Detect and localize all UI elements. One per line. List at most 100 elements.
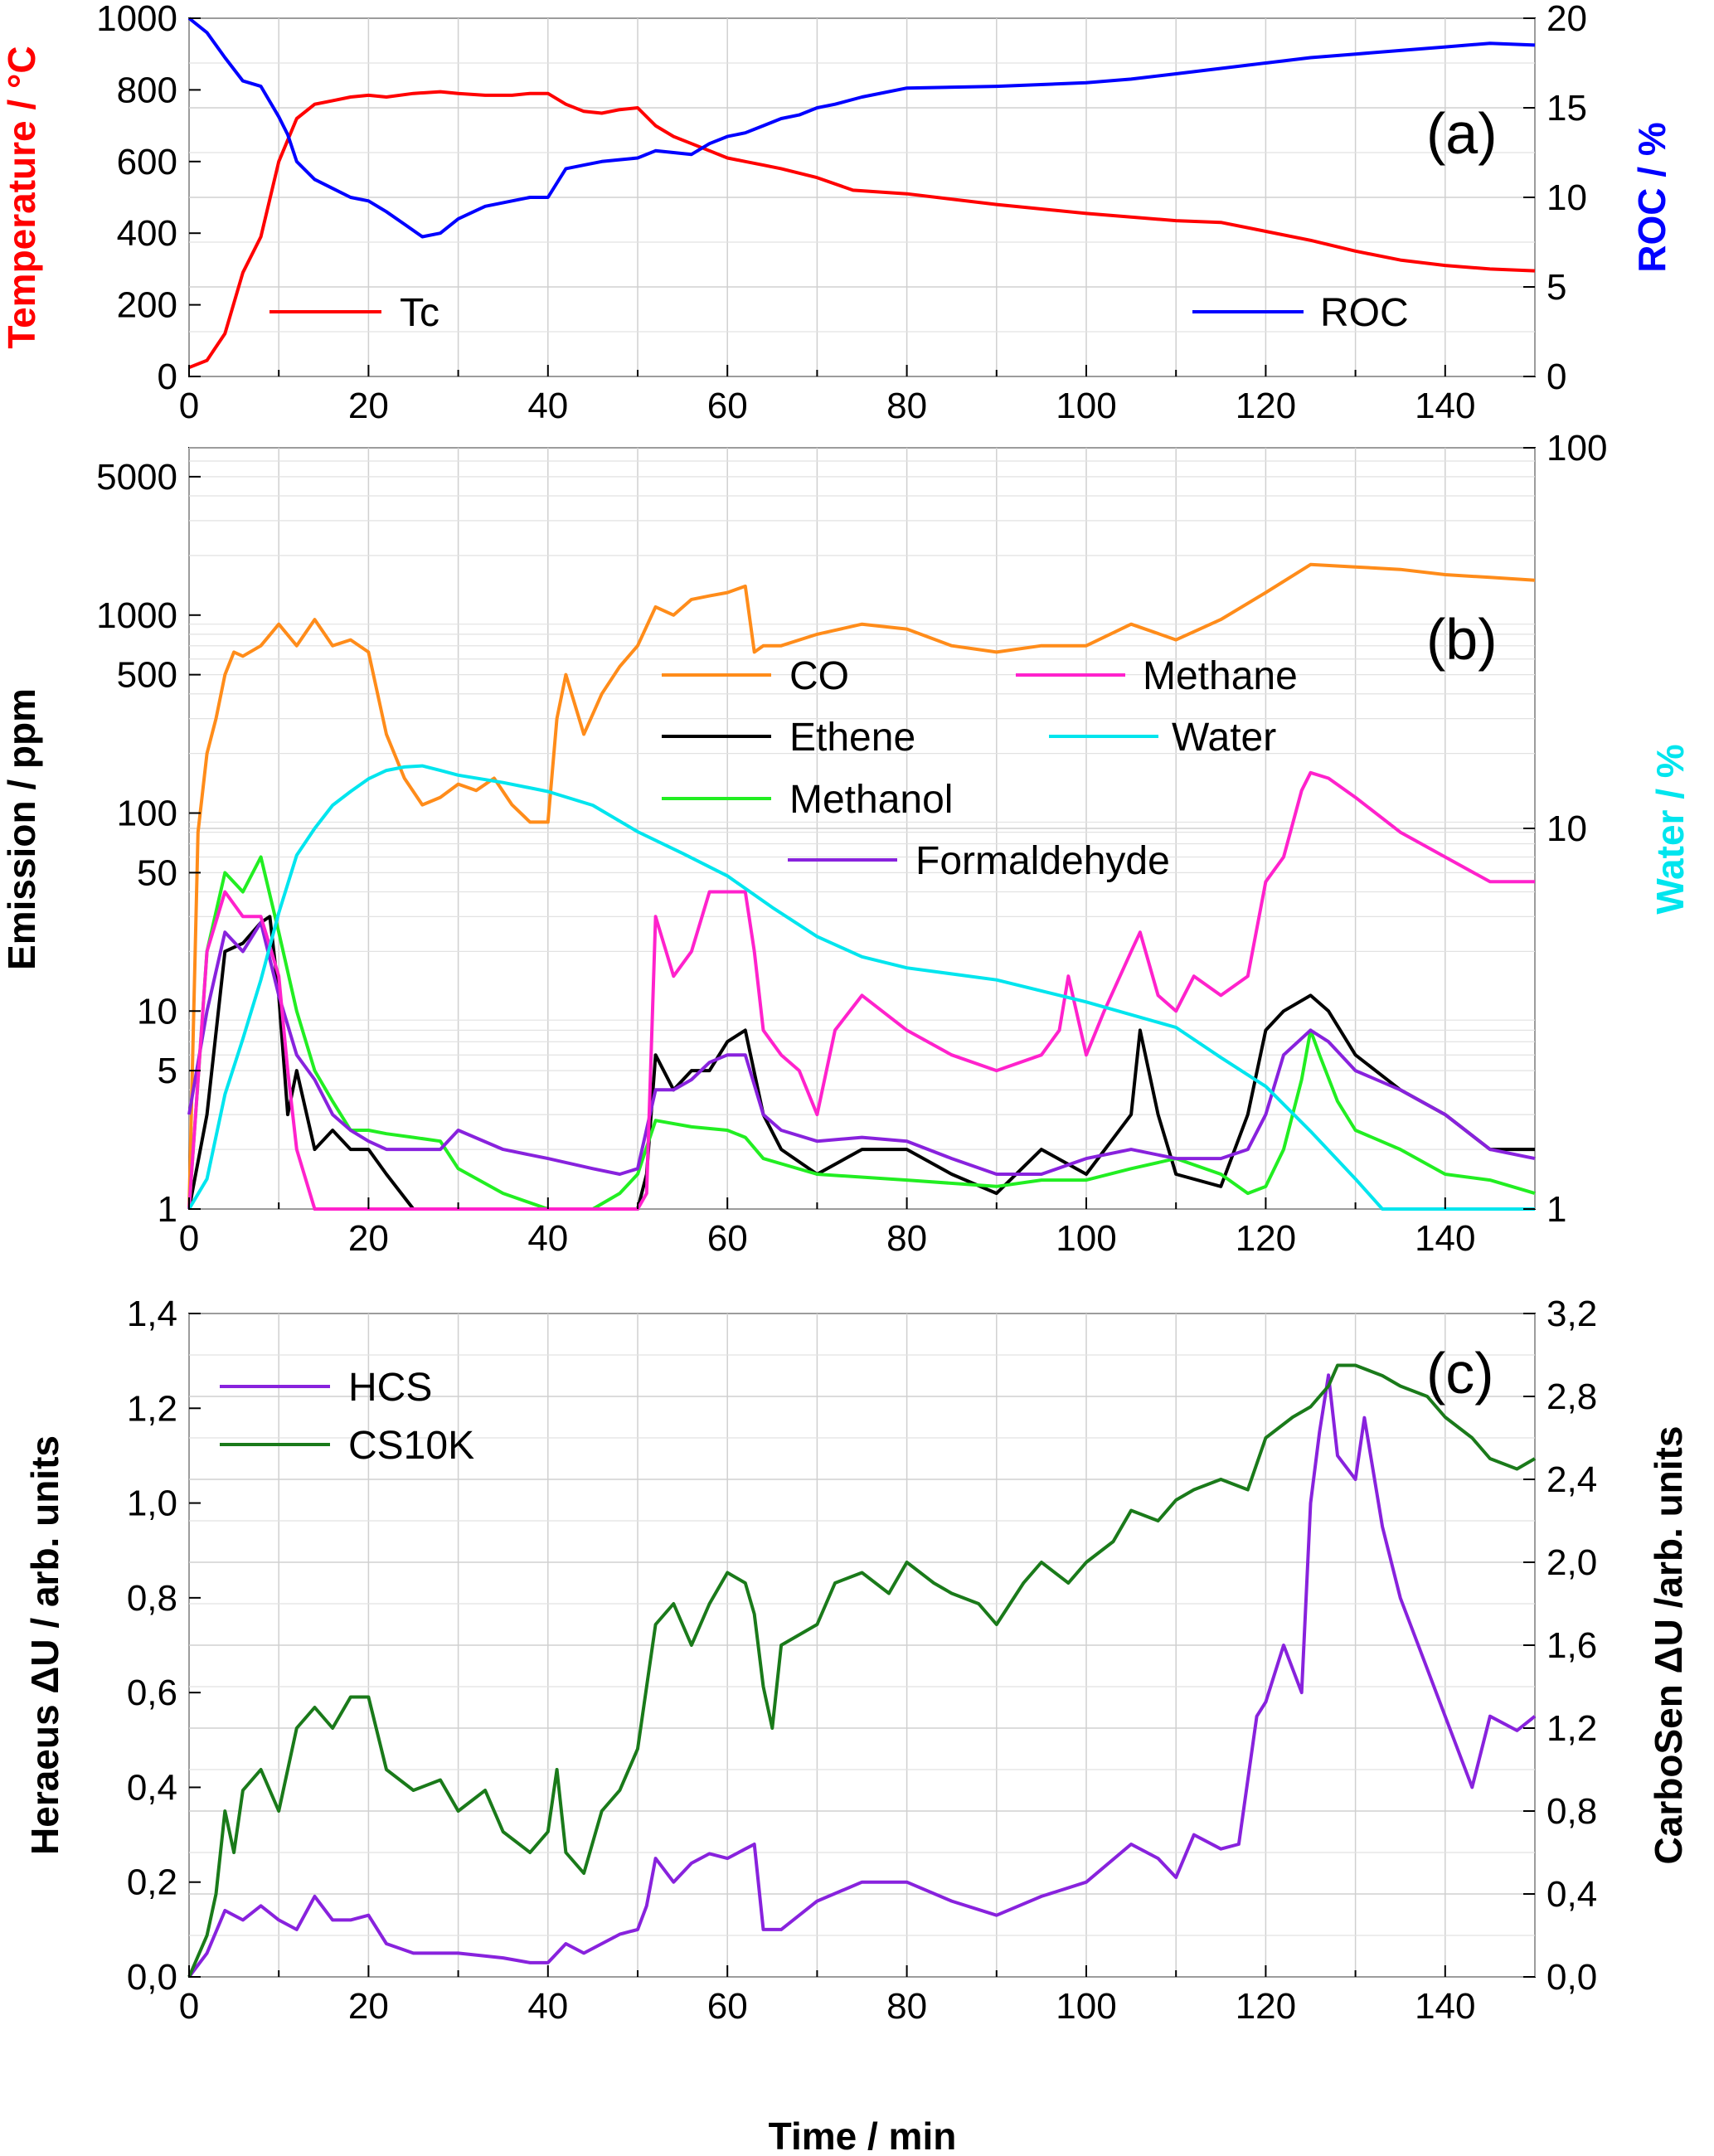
- y2-tick-label: 100: [1546, 428, 1607, 469]
- series-cs10k-line: [187, 1363, 1537, 1978]
- panel-a-series: [187, 17, 1536, 370]
- x-tick-label: 140: [1415, 1986, 1475, 2027]
- series-roc-line: [187, 17, 1536, 239]
- y-tick-label: 0,8: [127, 1578, 177, 1619]
- x-tick-label: 120: [1236, 386, 1296, 426]
- legend-co-label: CO: [789, 654, 849, 698]
- y-tick-label: 1,0: [127, 1483, 177, 1524]
- panel-c: 0 20 40 60 80 100 120 140 0,0 0,2 0,4 0,6 0,8 1,0 1,2 1…: [23, 1294, 1690, 2156]
- panel-c-y2-axis-label: CarboSen ΔU /arb. units: [1647, 1426, 1690, 1865]
- series-methane-line: [187, 770, 1535, 1211]
- y2-tick-label: 15: [1546, 88, 1587, 129]
- panel-a-ticks: 0 20 40 60 80 100 120 140 0 200 400 600 800 1000 0 5 10 1…: [96, 0, 1587, 426]
- y2-tick-label: 0: [1546, 357, 1566, 397]
- panel-c-x-axis-label: Time / min: [769, 2115, 957, 2156]
- x-tick-label: 20: [348, 1218, 389, 1259]
- x-tick-label: 140: [1415, 1218, 1475, 1259]
- y-tick-label: 50: [137, 852, 177, 893]
- x-tick-label: 40: [527, 386, 568, 426]
- y-tick-label: 1000: [96, 0, 177, 39]
- y2-tick-label: 2,8: [1546, 1377, 1597, 1417]
- y2-tick-label: 20: [1546, 0, 1587, 39]
- x-tick-label: 80: [886, 1986, 927, 2027]
- y-tick-label: 10: [137, 991, 177, 1032]
- panel-b-y2-axis-label: Water / %: [1648, 744, 1692, 914]
- x-tick-label: 0: [179, 1218, 199, 1259]
- y-tick-label: 0,0: [127, 1957, 177, 1998]
- panel-c-series: [187, 1363, 1537, 1979]
- x-tick-label: 100: [1056, 1986, 1116, 2027]
- panel-a-grid: [188, 17, 1536, 377]
- y-tick-label: 500: [117, 655, 177, 696]
- y2-tick-label: 1,6: [1546, 1625, 1597, 1666]
- y-tick-label: 1,2: [127, 1388, 177, 1429]
- series-tc-line: [188, 90, 1536, 370]
- x-tick-label: 60: [707, 1218, 748, 1259]
- legend-methanol-label: Methanol: [789, 778, 953, 822]
- legend-roc-label: ROC: [1320, 291, 1409, 335]
- panel-a: 0 20 40 60 80 100 120 140 0 200 400 600 800 1000 0 5 10 1…: [0, 0, 1673, 426]
- series-ethene-line: [187, 915, 1535, 1211]
- x-tick-label: 40: [527, 1218, 568, 1259]
- panel-b-y-axis-label: Emission / ppm: [0, 688, 43, 970]
- x-tick-label: 100: [1056, 386, 1116, 426]
- x-tick-label: 120: [1236, 1218, 1296, 1259]
- y-tick-label: 1: [158, 1189, 177, 1230]
- y-tick-label: 5000: [96, 457, 177, 498]
- panel-b: 0 20 40 60 80 100 120 140 1 5 10 50 100 500 1000 5000 1 1…: [0, 428, 1692, 1259]
- panel-b-grid: [188, 447, 1536, 1210]
- panel-b-label: (b): [1426, 607, 1498, 672]
- y2-tick-label: 1: [1546, 1189, 1566, 1230]
- y-tick-label: 0,4: [127, 1767, 177, 1808]
- y-tick-label: 5: [158, 1051, 177, 1091]
- x-tick-label: 60: [707, 386, 748, 426]
- y-tick-label: 600: [117, 142, 177, 182]
- panel-b-ticks: 0 20 40 60 80 100 120 140 1 5 10 50 100 500 1000 5000 1 1…: [96, 428, 1607, 1259]
- y-tick-label: 0,2: [127, 1862, 177, 1903]
- y2-tick-label: 2,0: [1546, 1542, 1597, 1583]
- x-tick-label: 0: [179, 386, 199, 426]
- y2-tick-label: 2,4: [1546, 1459, 1597, 1500]
- y2-tick-label: 10: [1546, 808, 1587, 849]
- y-tick-label: 400: [117, 213, 177, 254]
- legend-hcs-label: HCS: [348, 1366, 432, 1410]
- y2-tick-label: 1,2: [1546, 1708, 1597, 1749]
- y2-tick-label: 10: [1546, 177, 1587, 218]
- y2-tick-label: 0,0: [1546, 1957, 1597, 1998]
- panel-a-y-axis-label: Temperature / °C: [0, 46, 43, 348]
- legend-tc-label: Tc: [400, 291, 439, 335]
- y2-tick-label: 0,4: [1546, 1874, 1597, 1915]
- y2-tick-label: 3,2: [1546, 1294, 1597, 1334]
- legend-methane-label: Methane: [1143, 654, 1298, 698]
- series-formaldehyde-line: [187, 920, 1536, 1176]
- x-tick-label: 0: [179, 1986, 199, 2027]
- y-tick-label: 1000: [96, 595, 177, 636]
- panel-a-label: (a): [1426, 101, 1498, 166]
- panel-a-y2-axis-label: ROC / %: [1630, 122, 1673, 272]
- x-tick-label: 20: [348, 386, 389, 426]
- panel-c-y-axis-label: Heraeus ΔU / arb. units: [23, 1435, 66, 1855]
- y-tick-label: 800: [117, 70, 177, 110]
- series-co-line: [187, 562, 1536, 1210]
- y-tick-label: 200: [117, 285, 177, 326]
- legend-water-label: Water: [1172, 716, 1276, 760]
- y-tick-label: 0: [158, 357, 177, 397]
- x-tick-label: 100: [1056, 1218, 1116, 1259]
- y-tick-label: 100: [117, 794, 177, 834]
- x-tick-label: 120: [1236, 1986, 1296, 2027]
- x-tick-label: 80: [886, 386, 927, 426]
- x-tick-label: 60: [707, 1986, 748, 2027]
- series-water-line: [187, 764, 1535, 1211]
- legend-formaldehyde-label: Formaldehyde: [915, 839, 1170, 883]
- panel-b-series: [187, 562, 1536, 1211]
- x-tick-label: 140: [1415, 386, 1475, 426]
- legend-ethene-label: Ethene: [789, 716, 915, 760]
- y-tick-label: 0,6: [127, 1673, 177, 1713]
- series-methanol-line: [187, 855, 1536, 1211]
- panel-c-label: (c): [1426, 1341, 1494, 1406]
- y-tick-label: 1,4: [127, 1294, 177, 1334]
- panel-c-ticks: 0 20 40 60 80 100 120 140 0,0 0,2 0,4 0,6 0,8 1,0 1,2 1…: [127, 1294, 1597, 2027]
- y2-tick-label: 5: [1546, 267, 1566, 308]
- x-tick-label: 80: [886, 1218, 927, 1259]
